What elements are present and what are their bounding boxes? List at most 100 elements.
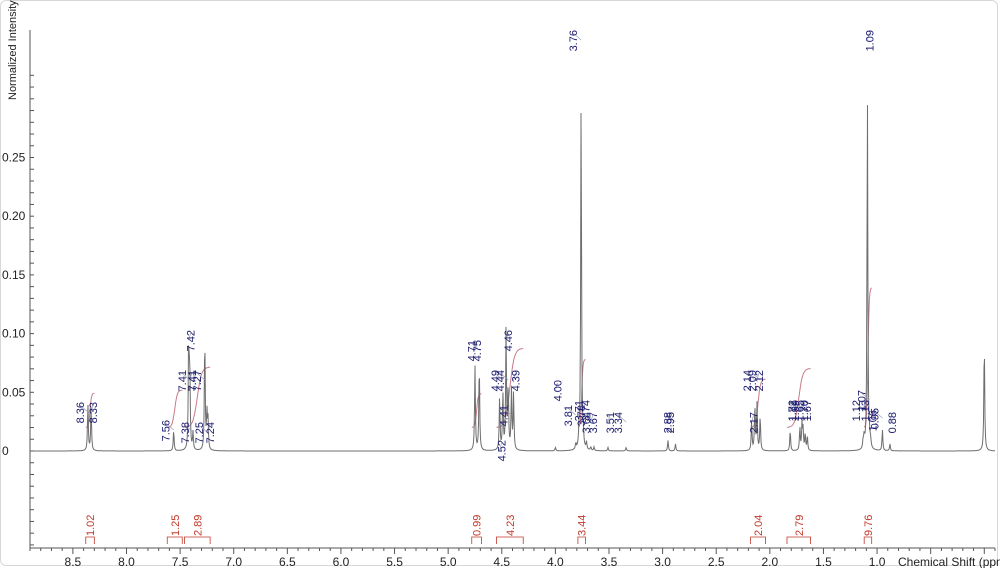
- integral-value-5: 3.44: [577, 515, 589, 536]
- peak-label-21: 3.78: [576, 405, 588, 426]
- integral-bracket-0: [85, 536, 95, 544]
- peak-label-line-34: [751, 372, 761, 381]
- peak-label-line-8: [198, 424, 208, 433]
- peak-label-line-19: [555, 382, 558, 391]
- x-tick-label: 7.5: [172, 555, 189, 568]
- x-axis: 8.5 8.0 7.5 7.0 6.5 6.0 5.5 5.0 4.5 4.0 3.5 3.0 2.5 2…: [29, 547, 996, 568]
- peak-label-7: 7.41: [187, 370, 199, 391]
- peak-label-9: 7.24: [205, 422, 217, 443]
- peak-label-line-22: [572, 32, 582, 41]
- peak-label-0: 8.36: [75, 402, 87, 423]
- peak-label-14: 4.49: [490, 370, 502, 391]
- integral-bracket-4: [496, 536, 524, 544]
- peak-label-47: 0.88: [887, 412, 899, 433]
- peak-label-33: 2.12: [754, 370, 766, 391]
- peak-label-line-35: [789, 402, 793, 411]
- x-tick-label: 2.5: [708, 555, 725, 568]
- x-tick-label: 3.5: [601, 555, 618, 568]
- peak-label-line-7: [189, 372, 193, 381]
- x-tick-label: 4.0: [547, 555, 564, 568]
- peak-label-19: 4.00: [552, 380, 564, 401]
- peak-label-12: 4.71: [466, 340, 478, 361]
- peak-label-13: 4.52: [497, 440, 509, 461]
- y-tick-label: 0.05: [2, 385, 26, 399]
- peak-labels-layer: 8.36 8.337.567.427.417.417.387.417.25 7.24…: [75, 30, 899, 461]
- peak-label-30: 2.88: [662, 412, 674, 433]
- peak-label-line-32: [746, 372, 756, 381]
- integral-value-7: 2.79: [794, 515, 806, 536]
- peak-label-line-16: [499, 372, 509, 381]
- peak-label-line-2: [165, 422, 174, 431]
- integral-bracket-6: [750, 536, 766, 544]
- spectrum-layer: [30, 105, 996, 452]
- y-axis-title: Normalized Intensity: [7, 0, 19, 100]
- peak-label-line-42: [855, 402, 865, 411]
- x-tick-label: 2.0: [761, 555, 778, 568]
- peak-label-line-38: [794, 402, 804, 411]
- peak-label-10: 7.27: [192, 370, 204, 391]
- peak-label-3: 7.42: [186, 330, 198, 351]
- peak-label-6: 7.38: [180, 422, 192, 443]
- peak-label-45: 1.06: [868, 410, 880, 431]
- peak-label-line-31: [751, 414, 754, 423]
- y-tick-label: 0: [2, 444, 9, 458]
- peak-label-5: 7.41: [187, 370, 199, 391]
- peak-label-39: 1.67: [802, 400, 814, 421]
- peak-label-24: 3.71: [573, 400, 585, 421]
- peak-label-18: 4.41: [498, 405, 510, 426]
- x-tick-label: 8.0: [118, 555, 135, 568]
- integral-curve-2: [184, 366, 211, 428]
- x-tick-label: 6.0: [333, 555, 350, 568]
- peak-label-27: 3.51: [605, 412, 617, 433]
- peak-label-17: 4.39: [511, 370, 523, 391]
- peak-label-37: 1.70: [799, 400, 811, 421]
- peak-label-line-41: [862, 402, 866, 411]
- peak-label-line-14: [494, 372, 504, 381]
- integral-value-4: 4.23: [505, 515, 517, 536]
- peak-label-4: 7.41: [177, 370, 189, 391]
- peak-label-1: 8.33: [88, 402, 100, 423]
- y-axis: 0.25 0.20 0.15 0.10 0.05 0: [2, 30, 34, 548]
- integral-value-8: 9.76: [863, 515, 875, 536]
- peak-label-line-28: [617, 414, 627, 423]
- integral-curve-6: [750, 378, 766, 428]
- peak-label-line-33: [756, 372, 760, 381]
- peak-label-line-4: [181, 372, 190, 381]
- peak-label-line-47: [889, 414, 893, 423]
- peak-label-42: 1.12: [851, 400, 863, 421]
- peak-label-line-0: [79, 404, 89, 413]
- integral-bracket-8: [863, 536, 873, 544]
- peak-label-line-24: [578, 402, 587, 411]
- peak-label-25: 3.67: [588, 412, 600, 433]
- integral-bracket-1: [166, 536, 183, 544]
- peak-label-43: 1.09: [864, 30, 876, 51]
- peak-label-40: 1.65: [794, 400, 806, 421]
- integrals-layer: 1.02 1.25 2.89 0.99 4.23 3.44 2.04 2.79 9.76: [85, 515, 875, 544]
- peak-label-34: 2.09: [747, 370, 759, 391]
- peak-label-line-40: [799, 402, 808, 411]
- peak-label-line-18: [503, 407, 512, 416]
- peak-label-line-3: [188, 332, 192, 341]
- peak-label-2: 7.56: [161, 420, 173, 441]
- x-tick-label: 7.0: [225, 555, 242, 568]
- integral-value-2: 2.89: [192, 515, 204, 536]
- peak-label-line-10: [196, 372, 206, 381]
- peak-label-line-27: [607, 414, 611, 423]
- peak-label-8: 7.25: [194, 422, 206, 443]
- integral-bracket-3: [471, 536, 482, 544]
- y-tick-label: 0.20: [2, 209, 26, 223]
- peak-label-41: 1.13: [860, 400, 872, 421]
- peak-label-23: 3.74: [580, 400, 592, 421]
- peak-label-32: 2.14: [742, 370, 754, 391]
- y-tick-label: 0.10: [2, 327, 26, 341]
- peak-label-line-36: [791, 402, 801, 411]
- peak-label-26: 3.64: [581, 412, 593, 433]
- y-tick-label: 0.15: [2, 268, 26, 282]
- peak-label-line-46: [874, 410, 883, 419]
- peak-label-28: 3.34: [613, 412, 625, 433]
- peak-label-35: 1.81: [787, 400, 799, 421]
- x-tick-label: 4.5: [493, 555, 510, 568]
- peak-label-line-9: [207, 424, 211, 433]
